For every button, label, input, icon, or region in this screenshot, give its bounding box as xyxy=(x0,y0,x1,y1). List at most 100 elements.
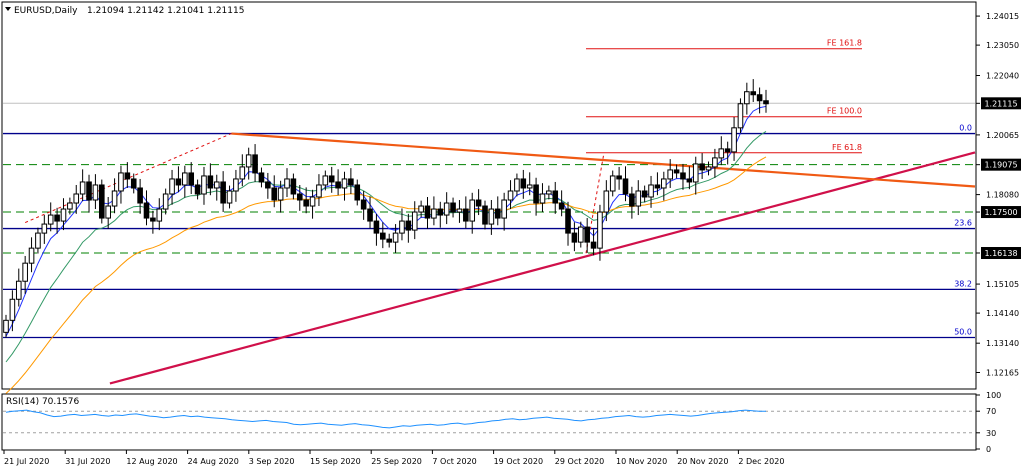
candle[interactable] xyxy=(424,205,431,219)
candle[interactable] xyxy=(354,184,361,201)
candle[interactable] xyxy=(41,223,48,234)
candle[interactable] xyxy=(277,187,284,201)
candle[interactable] xyxy=(411,211,418,231)
candle[interactable] xyxy=(162,193,169,210)
candle[interactable] xyxy=(3,319,9,333)
candle[interactable] xyxy=(724,148,731,153)
candle[interactable] xyxy=(692,163,699,183)
candle[interactable] xyxy=(629,193,635,207)
candle[interactable] xyxy=(546,190,552,195)
candle[interactable] xyxy=(450,202,456,213)
candle[interactable] xyxy=(296,193,303,201)
symbol-header[interactable]: EURUSD,Daily xyxy=(14,6,78,16)
candle[interactable] xyxy=(494,208,501,219)
candle[interactable] xyxy=(328,175,335,183)
candle[interactable] xyxy=(705,166,712,171)
candle[interactable] xyxy=(271,187,278,201)
candle[interactable] xyxy=(73,193,80,204)
candle[interactable] xyxy=(143,202,150,219)
candle[interactable] xyxy=(399,220,405,234)
candle[interactable] xyxy=(405,220,412,231)
candle[interactable] xyxy=(124,172,131,180)
candle[interactable] xyxy=(526,184,533,189)
candle[interactable] xyxy=(15,280,22,300)
candle[interactable] xyxy=(488,208,495,225)
candle[interactable] xyxy=(86,181,92,201)
candle[interactable] xyxy=(686,178,693,183)
candle[interactable] xyxy=(169,178,175,195)
symbol-dropdown-icon[interactable] xyxy=(5,7,11,11)
candle[interactable] xyxy=(712,157,718,168)
candle[interactable] xyxy=(635,190,642,207)
candle[interactable] xyxy=(98,184,105,219)
candle[interactable] xyxy=(552,190,559,204)
candle[interactable] xyxy=(443,202,450,216)
candle[interactable] xyxy=(35,232,41,249)
candle[interactable] xyxy=(616,175,622,180)
candle[interactable] xyxy=(367,208,373,222)
candle[interactable] xyxy=(763,100,769,105)
candle[interactable] xyxy=(622,178,629,195)
candle[interactable] xyxy=(756,94,763,102)
candle[interactable] xyxy=(182,172,188,186)
candle[interactable] xyxy=(309,196,316,207)
candle[interactable] xyxy=(226,190,233,204)
candle[interactable] xyxy=(252,154,258,174)
candle[interactable] xyxy=(175,178,182,186)
candle[interactable] xyxy=(609,175,616,192)
candle[interactable] xyxy=(290,178,297,195)
candle[interactable] xyxy=(258,172,265,183)
candle[interactable] xyxy=(744,91,750,105)
candle[interactable] xyxy=(92,184,99,201)
candle[interactable] xyxy=(201,175,207,195)
candle[interactable] xyxy=(47,214,54,225)
candle[interactable] xyxy=(150,217,156,222)
candle[interactable] xyxy=(360,199,367,210)
candle[interactable] xyxy=(661,178,667,189)
candle[interactable] xyxy=(584,226,590,243)
candle[interactable] xyxy=(303,199,309,207)
candle[interactable] xyxy=(386,238,392,243)
candle[interactable] xyxy=(737,103,744,129)
candle[interactable] xyxy=(213,181,220,189)
candle[interactable] xyxy=(469,199,476,222)
candle[interactable] xyxy=(699,163,705,171)
candle[interactable] xyxy=(437,208,444,216)
candle[interactable] xyxy=(335,181,341,189)
candle[interactable] xyxy=(590,241,597,249)
candle[interactable] xyxy=(28,247,35,264)
candle[interactable] xyxy=(520,178,527,189)
candle[interactable] xyxy=(9,298,16,321)
candle[interactable] xyxy=(137,187,143,204)
candle[interactable] xyxy=(577,226,584,243)
candle[interactable] xyxy=(533,184,539,204)
candle[interactable] xyxy=(571,232,578,243)
candle[interactable] xyxy=(380,232,386,240)
candle[interactable] xyxy=(750,91,757,96)
candle[interactable] xyxy=(654,184,661,189)
candle[interactable] xyxy=(341,178,348,189)
candle[interactable] xyxy=(565,208,571,234)
candle[interactable] xyxy=(482,205,488,225)
candle[interactable] xyxy=(239,166,246,180)
candle[interactable] xyxy=(54,214,60,222)
candle[interactable] xyxy=(667,169,674,180)
candle[interactable] xyxy=(507,190,514,201)
candle[interactable] xyxy=(130,178,137,189)
candle[interactable] xyxy=(680,172,686,180)
candle[interactable] xyxy=(265,181,271,189)
candle[interactable] xyxy=(718,148,725,159)
candle[interactable] xyxy=(111,190,118,207)
candle[interactable] xyxy=(731,127,737,153)
candle[interactable] xyxy=(673,169,680,174)
candle[interactable] xyxy=(373,220,380,234)
candle[interactable] xyxy=(539,193,546,204)
candle[interactable] xyxy=(431,208,437,219)
candle[interactable] xyxy=(105,205,111,219)
candle[interactable] xyxy=(79,181,86,195)
candle[interactable] xyxy=(475,199,482,207)
candle[interactable] xyxy=(245,154,252,168)
candle[interactable] xyxy=(156,208,163,222)
candle[interactable] xyxy=(501,199,507,219)
candle[interactable] xyxy=(418,205,424,213)
